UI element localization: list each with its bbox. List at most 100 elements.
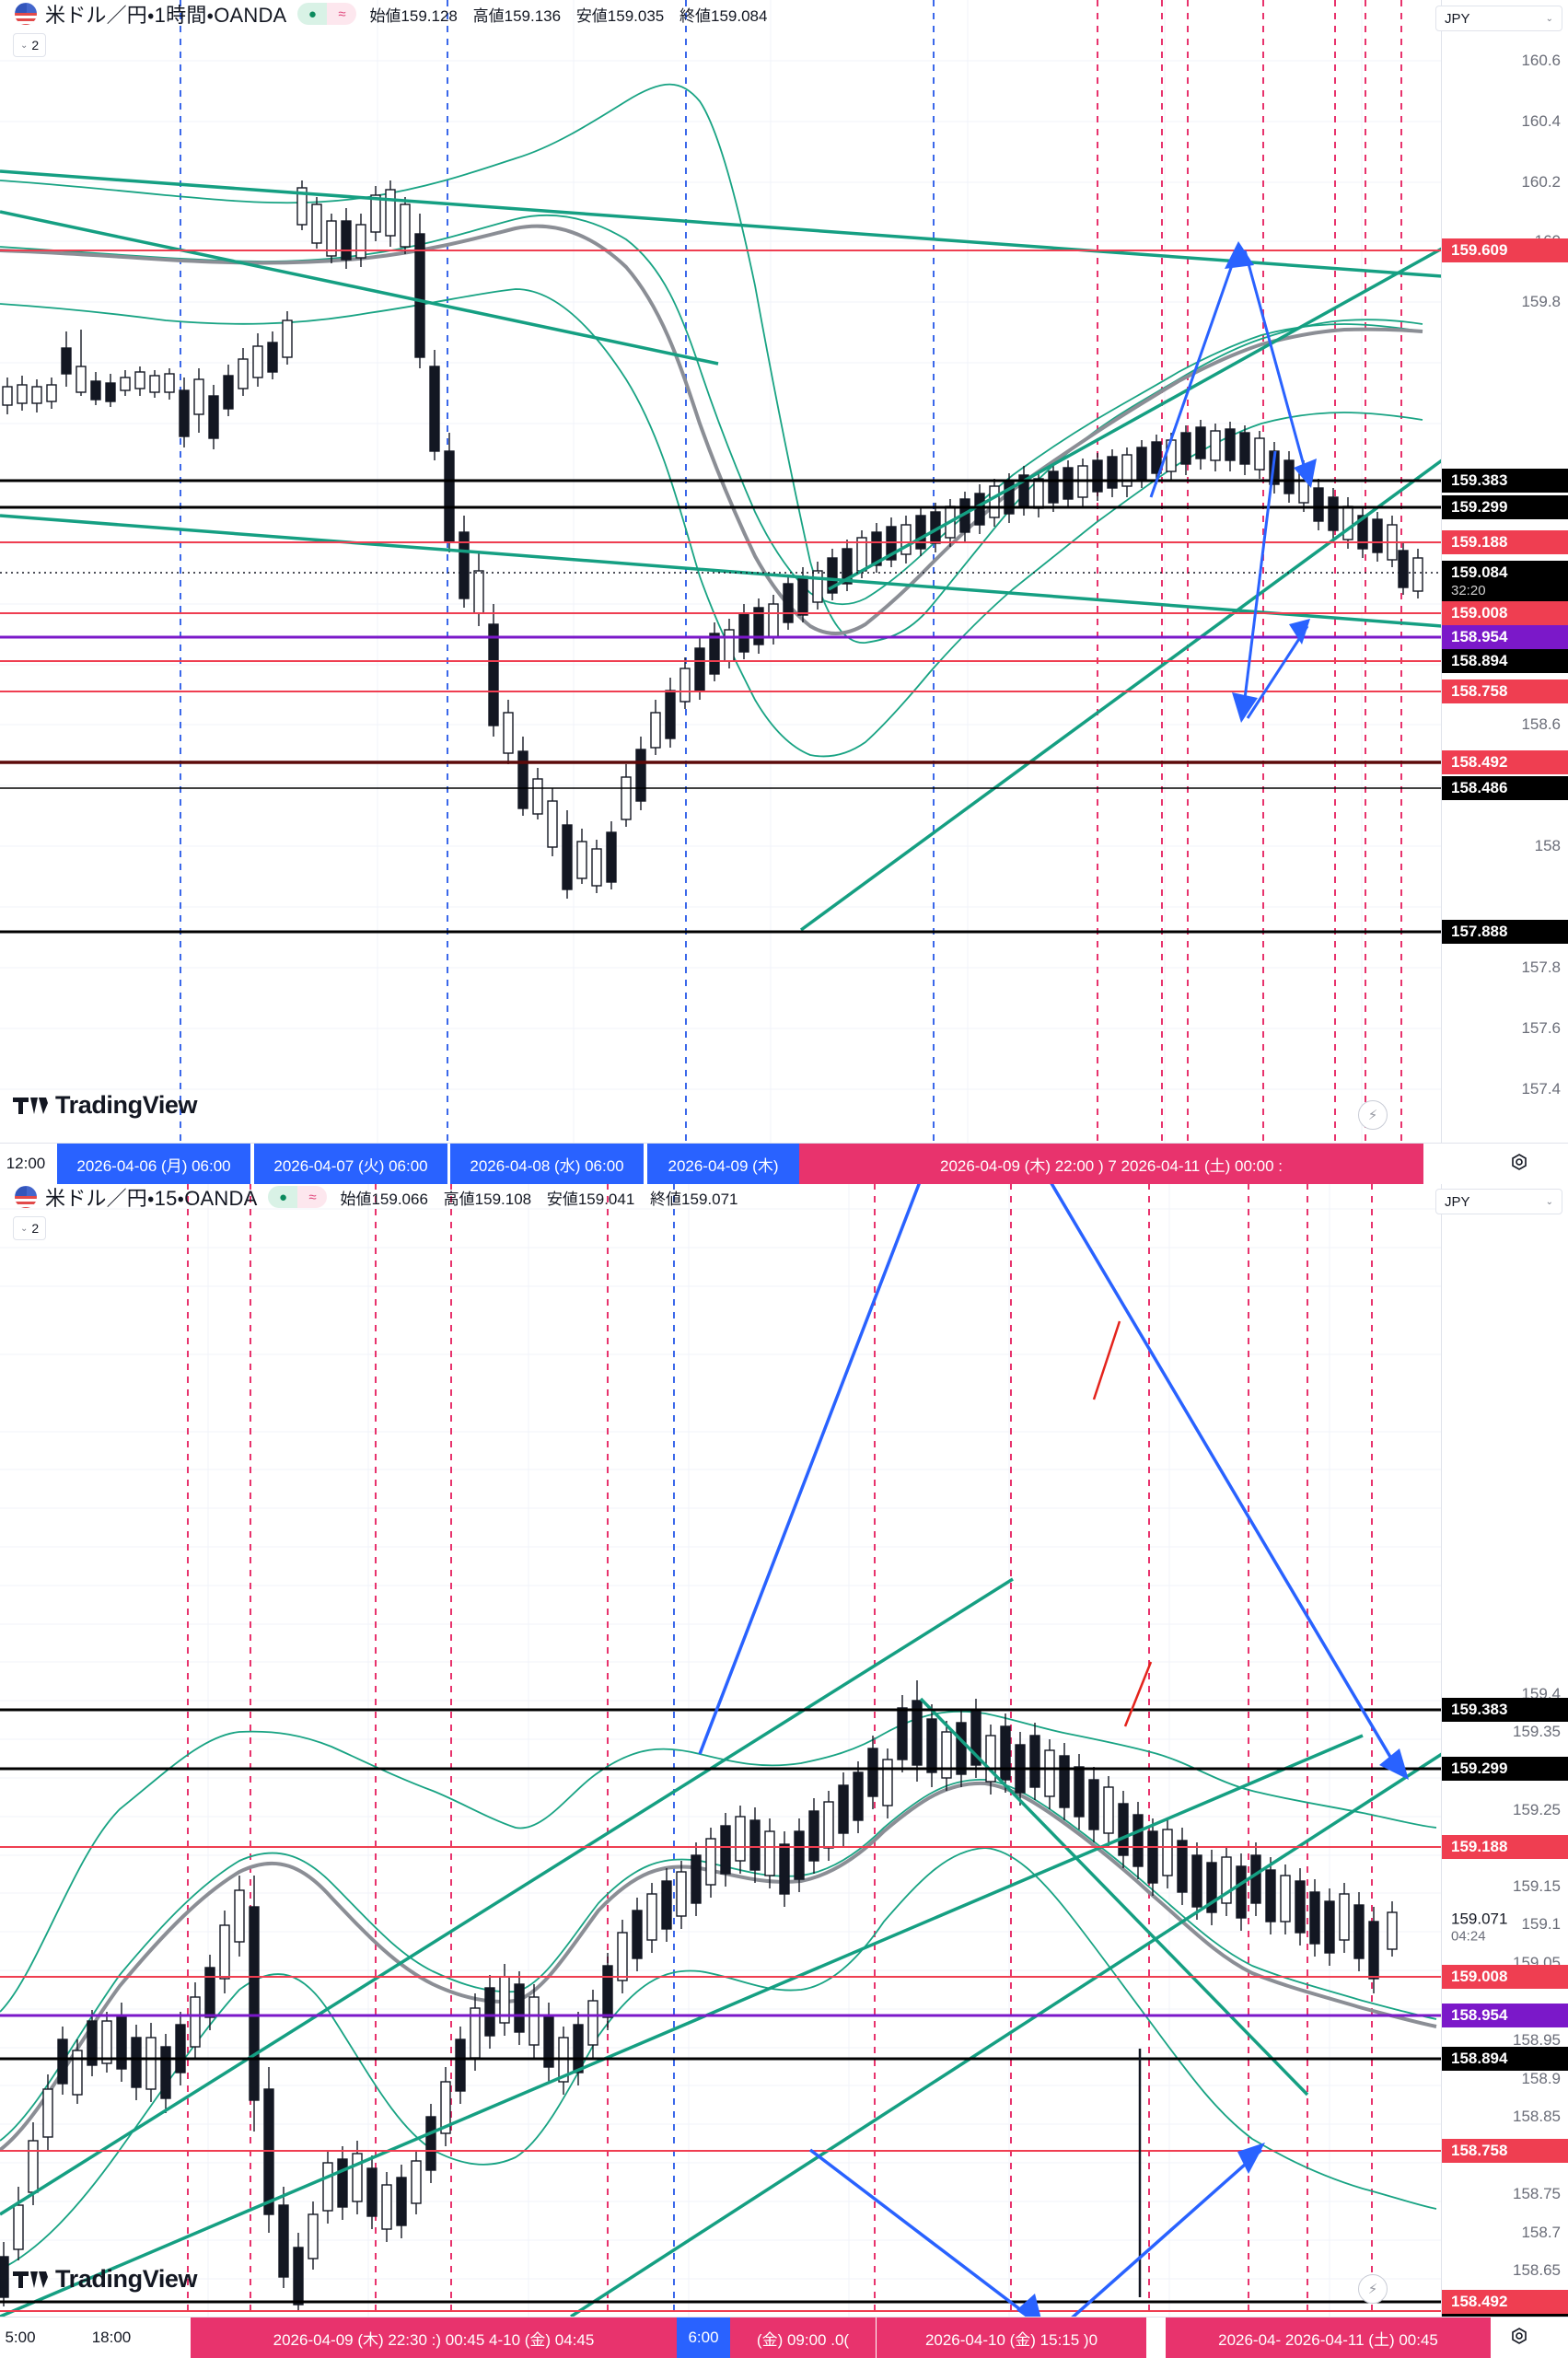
price-level-badge[interactable]: 158.758	[1442, 680, 1568, 703]
moving-average-line-m15	[0, 1781, 1437, 2152]
time-axis-hourly[interactable]: 12:00 2026-04-06 (月) 06:00 2026-04-07 (火…	[0, 1143, 1568, 1184]
axis-tick: 157.4	[1521, 1080, 1561, 1098]
price-level-badge[interactable]: 158.894	[1442, 649, 1568, 673]
tradingview-branding-hourly: TradingView	[13, 1091, 198, 1120]
current-price-badge[interactable]: 159.084 32:20	[1442, 561, 1568, 603]
tradingview-logo	[13, 2271, 48, 2288]
ohlc-open: 始値159.128	[369, 6, 458, 25]
price-level-badge[interactable]: 159.188	[1442, 1835, 1568, 1859]
indicator-legend-hourly[interactable]: ⌄ 2	[13, 33, 47, 57]
time-tick-selected[interactable]: 2026-04-10 (金) 15:15 )0	[877, 2317, 1146, 2358]
time-tick: 5:00	[5, 2329, 36, 2346]
indicator-legend-m15[interactable]: ⌄ 2	[13, 1216, 47, 1240]
usd-flag-icon	[15, 1186, 37, 1208]
current-price-value: 159.084	[1451, 563, 1508, 581]
candlesticks-hourly	[2, 180, 1423, 899]
axis-tick: 158.95	[1513, 2031, 1561, 2049]
symbol-title[interactable]: 米ドル／円・15・OANDA	[45, 1187, 258, 1210]
axis-tick: 160.4	[1521, 112, 1561, 130]
ohlc-high: 高値159.108	[443, 1190, 532, 1208]
gear-icon[interactable]	[1509, 1154, 1529, 1174]
price-level-badge[interactable]: 158.954	[1442, 2004, 1568, 2027]
ohlc-values: 始値159.066 高値159.108 安値159.041 終値159.071	[340, 1186, 749, 1209]
time-tick-selected[interactable]: 6:00	[677, 2317, 730, 2358]
ohlc-low: 安値159.041	[546, 1190, 635, 1208]
price-level-badge[interactable]: 159.299	[1442, 495, 1568, 519]
countdown-timer: 04:24	[1451, 1928, 1486, 1945]
blue-arrowheads-hourly	[1225, 241, 1317, 723]
ohlc-close: 終値159.084	[679, 6, 768, 25]
time-tick-selected[interactable]: 2026-04- 2026-04-11 (土) 00:45	[1166, 2317, 1491, 2358]
time-tick-selected[interactable]: 2026-04-06 (月) 06:00	[57, 1144, 250, 1184]
axis-tick: 159.15	[1513, 1877, 1561, 1895]
price-level-badge[interactable]: 158.758	[1442, 2139, 1568, 2163]
time-tick-selected[interactable]: 2026-04-09 (木)	[647, 1144, 799, 1184]
axis-tick: 159.25	[1513, 1801, 1561, 1818]
bolt-icon[interactable]: ⚡	[1358, 2274, 1388, 2304]
time-axis-m15[interactable]: 5:00 18:00 2026-04-09 (木) 22:30 :) 00:45…	[0, 2317, 1568, 2358]
currency-label: JPY	[1445, 10, 1470, 27]
price-level-badge[interactable]: 159.383	[1442, 1698, 1568, 1722]
tradingview-name: TradingView	[55, 1091, 198, 1119]
tradingview-name: TradingView	[55, 2265, 198, 2293]
chevron-down-icon: ⌄	[20, 40, 29, 51]
price-level-badge[interactable]: 159.609	[1442, 238, 1568, 262]
price-level-badge[interactable]: 159.008	[1442, 1965, 1568, 1989]
price-level-badge[interactable]: 158.492	[1442, 750, 1568, 774]
hourly-chart-svg	[0, 0, 1442, 1143]
time-tick-selected[interactable]: 2026-04-07 (火) 06:00	[254, 1144, 447, 1184]
status-dot-icon: ●	[268, 1186, 298, 1208]
chevron-down-icon: ⌄	[20, 1223, 29, 1234]
currency-label: JPY	[1445, 1193, 1470, 1210]
ohlc-values: 始値159.128 高値159.136 安値159.035 終値159.084	[369, 3, 778, 26]
axis-tick: 158.65	[1513, 2261, 1561, 2279]
axis-tick: 158	[1534, 837, 1561, 854]
status-dot-icon: ●	[297, 3, 328, 25]
time-tick-selected[interactable]: 2026-04-09 (木) 22:30 :) 00:45 4-10 (金) 0…	[191, 2317, 677, 2358]
price-level-badge[interactable]: 158.894	[1442, 2047, 1568, 2071]
price-level-badge[interactable]: 159.008	[1442, 601, 1568, 625]
currency-selector-m15[interactable]: JPY ⌄	[1435, 1189, 1562, 1214]
price-level-badge[interactable]: 159.188	[1442, 530, 1568, 554]
chart-header-hourly: 米ドル／円・1時間・OANDA ● ≈ 始値159.128 高値159.136 …	[0, 0, 778, 28]
chevron-down-icon: ⌄	[1545, 1196, 1553, 1207]
axis-tick: 160.2	[1521, 173, 1561, 191]
axis-tick: 158.7	[1521, 2224, 1561, 2241]
current-price-value: 159.071	[1451, 1910, 1508, 1928]
currency-selector-hourly[interactable]: JPY ⌄	[1435, 6, 1562, 31]
price-level-badge[interactable]: 158.954	[1442, 625, 1568, 649]
price-level-badge[interactable]: 157.888	[1442, 920, 1568, 944]
chart-header-m15: 米ドル／円・15・OANDA ● ≈ 始値159.066 高値159.108 安…	[0, 1183, 749, 1211]
chart-pane-15min[interactable]: (B)Long (B)S/L 米ドル／円・15・OANDA ● ≈ 始値159.…	[0, 1183, 1568, 2357]
price-level-lines-hourly	[0, 250, 1442, 934]
price-level-lines-m15	[0, 1708, 1442, 2312]
price-level-badge[interactable]: 159.299	[1442, 1757, 1568, 1781]
price-axis-hourly[interactable]: JPY ⌄ 160.6 160.4 160.2 160 159.8 158.6 …	[1435, 0, 1568, 1183]
price-level-badge[interactable]: 158.486	[1442, 776, 1568, 800]
approx-icon: ≈	[297, 1186, 328, 1208]
m15-chart-svg	[0, 1183, 1442, 2317]
current-price-readout: 159.071 04:24	[1451, 1911, 1507, 1945]
time-tick-selected[interactable]: (金) 09:00 .0(	[730, 2317, 876, 2358]
grid-horizontal	[0, 60, 1442, 1090]
time-tick-selected[interactable]: 2026-04-08 (水) 06:00	[450, 1144, 644, 1184]
axis-tick: 158.9	[1521, 2070, 1561, 2087]
gear-icon[interactable]	[1509, 2328, 1529, 2348]
price-axis-m15[interactable]: JPY ⌄ 159.4 159.35 159.25 159.2 159.15 1…	[1435, 1183, 1568, 2357]
grid-vertical	[180, 0, 1363, 1143]
indicator-pills: ● ≈	[297, 3, 357, 25]
symbol-title[interactable]: 米ドル／円・1時間・OANDA	[45, 4, 287, 27]
chart-pane-hourly[interactable]: 米ドル／円・1時間・OANDA ● ≈ 始値159.128 高値159.136 …	[0, 0, 1568, 1183]
ohlc-close: 終値159.071	[650, 1190, 738, 1208]
blue-arrowheads-m15	[1016, 1748, 1409, 2317]
tradingview-logo	[13, 1097, 48, 1114]
price-level-badge[interactable]: 159.383	[1442, 469, 1568, 493]
chart-plot-hourly[interactable]	[0, 0, 1442, 1183]
time-tick-selected[interactable]: 2026-04-09 (木) 22:00 ) 7 2026-04-11 (土) …	[799, 1144, 1423, 1184]
bolt-icon[interactable]: ⚡	[1358, 1100, 1388, 1130]
session-separators-m15	[187, 1183, 1373, 2317]
countdown-timer: 32:20	[1451, 583, 1486, 598]
price-level-badge[interactable]: 158.492	[1442, 2290, 1568, 2314]
time-tick: 12:00	[6, 1155, 46, 1172]
chart-plot-15min[interactable]	[0, 1183, 1442, 2357]
